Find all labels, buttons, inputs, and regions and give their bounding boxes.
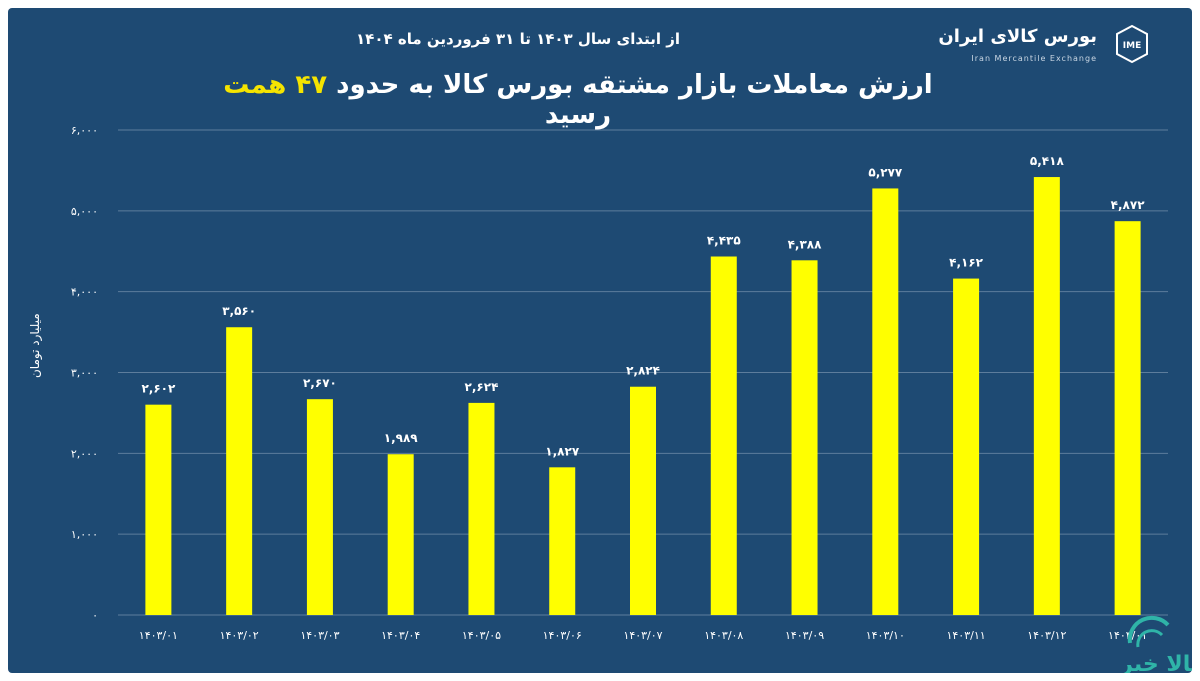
bar <box>1033 177 1060 616</box>
chart-subtitle: از ابتدای سال ۱۴۰۳ تا ۳۱ فروردین ماه ۱۴۰… <box>356 30 680 48</box>
bar <box>387 454 414 615</box>
y-tick-label: ۰ <box>92 609 98 622</box>
x-tick-label: ۱۴۰۳/۰۹ <box>785 629 824 642</box>
x-tick-label: ۱۴۰۳/۱۱ <box>946 629 985 642</box>
bar <box>549 467 576 615</box>
bar <box>630 386 656 615</box>
bar <box>710 256 737 615</box>
bar-value-label: ۲,۸۲۴ <box>626 364 660 378</box>
x-tick-label: ۱۴۰۳/۱۰ <box>866 629 905 642</box>
y-tick-label: ۳,۰۰۰ <box>71 367 98 380</box>
x-tick-label: ۱۴۰۳/۱۲ <box>1027 629 1066 642</box>
bar-value-label: ۲,۶۲۴ <box>465 380 499 394</box>
logo-mark-text: IME <box>1123 41 1141 51</box>
x-tick-label: ۱۴۰۳/۰۳ <box>300 629 339 642</box>
bar-value-label: ۵,۲۷۷ <box>868 165 903 179</box>
bar <box>306 399 333 615</box>
x-tick-label: ۱۴۰۳/۰۸ <box>704 629 743 642</box>
y-tick-label: ۴,۰۰۰ <box>71 286 98 299</box>
bar-value-label: ۴,۳۸۸ <box>788 237 823 251</box>
bar-value-label: ۱,۸۲۷ <box>545 444 580 458</box>
bar <box>791 260 818 615</box>
x-tick-label: ۱۴۰۳/۰۲ <box>220 629 259 642</box>
x-tick-label: ۱۴۰۳/۰۵ <box>462 629 501 642</box>
bar <box>953 278 980 615</box>
bar <box>468 402 495 615</box>
ime-mark-icon: IME <box>1116 24 1148 64</box>
logo-name: بورس کالای ایران <box>938 26 1097 47</box>
bar-value-label: ۵,۴۱۸ <box>1030 154 1065 168</box>
y-tick-label: ۲,۰۰۰ <box>71 447 98 460</box>
x-tick-label: ۱۴۰۴/۰۱ <box>1108 629 1147 642</box>
logo-name-en: Iran Mercantile Exchange <box>971 54 1097 63</box>
y-tick-label: ۵,۰۰۰ <box>71 205 98 218</box>
title-highlight: ۴۷ همت <box>223 70 328 100</box>
chart-frame: از ابتدای سال ۱۴۰۳ تا ۳۱ فروردین ماه ۱۴۰… <box>8 8 1192 673</box>
title-prefix: ارزش معاملات بازار مشتقه بورس کالا به حد… <box>336 70 933 100</box>
bar-value-label: ۴,۸۷۲ <box>1111 198 1146 212</box>
x-tick-label: ۱۴۰۳/۰۷ <box>623 629 662 642</box>
bar <box>1114 221 1141 615</box>
y-tick-label: ۶,۰۰۰ <box>71 124 98 137</box>
bar-value-label: ۴,۴۳۵ <box>707 234 741 248</box>
bar-value-label: ۲,۶۰۲ <box>141 382 176 396</box>
bar <box>226 327 253 615</box>
y-tick-label: ۱,۰۰۰ <box>71 528 98 541</box>
x-tick-label: ۱۴۰۳/۰۴ <box>381 629 420 642</box>
x-tick-label: ۱۴۰۳/۰۶ <box>543 629 582 642</box>
x-tick-label: ۱۴۰۳/۰۱ <box>139 629 178 642</box>
ime-logo: بورس کالای ایران Iran Mercantile Exchang… <box>938 22 1152 72</box>
bar <box>872 188 899 615</box>
bar-value-label: ۲,۶۷۰ <box>303 376 337 390</box>
kala-khabar-logo: کالا خبر <box>1119 615 1192 673</box>
title-suffix: رسید <box>544 100 612 130</box>
chart-title: ارزش معاملات بازار مشتقه بورس کالا به حد… <box>188 70 968 130</box>
bar <box>145 404 172 615</box>
bar-value-label: ۴,۱۶۲ <box>949 256 984 270</box>
bar-chart: ۰ ۱,۰۰۰ ۲,۰۰۰ ۳,۰۰۰ ۴,۰۰۰ ۵,۰۰۰ ۶,۰۰۰ ۲,۶۰۲ ۱۴۰۳… <box>71 124 1168 642</box>
bar-value-label: ۳,۵۶۰ <box>222 304 256 318</box>
bar-value-label: ۱,۹۸۹ <box>384 431 419 445</box>
corner-logo-text: کالا خبر <box>1119 652 1192 673</box>
